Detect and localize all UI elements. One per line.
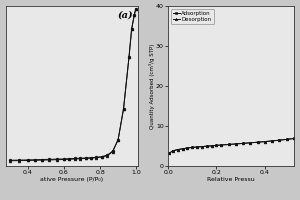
Desorption	[263, 140, 267, 143]
Desorption	[292, 137, 296, 140]
Text: (a): (a)	[117, 11, 133, 20]
Adsorption	[210, 145, 213, 147]
Adsorption	[249, 142, 252, 144]
Desorption	[171, 150, 175, 152]
Desorption	[181, 148, 184, 150]
Desorption	[195, 146, 199, 148]
Adsorption	[190, 146, 194, 149]
Adsorption	[195, 146, 199, 148]
Desorption	[186, 147, 189, 149]
Desorption	[249, 142, 252, 144]
Desorption	[234, 143, 238, 145]
Adsorption	[256, 141, 260, 143]
Adsorption	[215, 144, 218, 147]
Adsorption	[205, 145, 208, 147]
Adsorption	[176, 148, 179, 151]
Desorption	[210, 145, 213, 147]
Line: Desorption: Desorption	[168, 137, 296, 155]
Desorption	[176, 148, 179, 151]
Line: Adsorption: Adsorption	[168, 137, 296, 155]
X-axis label: Relative Pressu: Relative Pressu	[207, 177, 255, 182]
Desorption	[167, 152, 171, 154]
Adsorption	[200, 145, 204, 148]
Adsorption	[234, 143, 238, 145]
Desorption	[200, 145, 204, 148]
Desorption	[227, 143, 230, 146]
Adsorption	[292, 137, 296, 140]
Desorption	[241, 142, 245, 145]
Adsorption	[285, 138, 289, 141]
Adsorption	[270, 140, 274, 142]
Adsorption	[220, 144, 223, 146]
Adsorption	[278, 139, 281, 141]
Desorption	[205, 145, 208, 147]
Adsorption	[241, 142, 245, 145]
Desorption	[285, 138, 289, 141]
Adsorption	[171, 150, 175, 152]
Adsorption	[181, 148, 184, 150]
Desorption	[278, 139, 281, 141]
Desorption	[270, 140, 274, 142]
Desorption	[215, 144, 218, 147]
Adsorption	[186, 147, 189, 149]
Legend: Adsorption, Desorption: Adsorption, Desorption	[171, 9, 214, 24]
Adsorption	[263, 140, 267, 143]
Desorption	[220, 144, 223, 146]
Y-axis label: Quantity Adsorbed (cm³/g STP): Quantity Adsorbed (cm³/g STP)	[148, 43, 154, 129]
Desorption	[256, 141, 260, 143]
X-axis label: ative Pressure (P/P₀): ative Pressure (P/P₀)	[40, 177, 103, 182]
Adsorption	[227, 143, 230, 146]
Adsorption	[167, 152, 171, 154]
Desorption	[190, 146, 194, 149]
